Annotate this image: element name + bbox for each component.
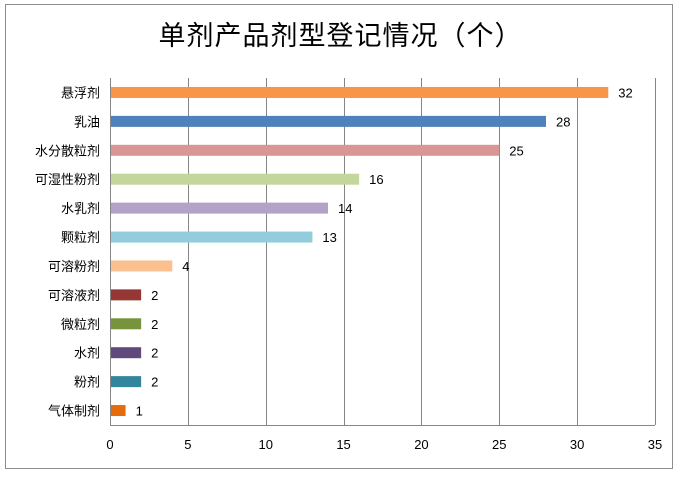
x-tick-label: 5	[184, 437, 191, 452]
bar	[111, 173, 360, 185]
data-label: 2	[151, 375, 158, 390]
bar	[111, 318, 142, 330]
x-tick-label: 10	[258, 437, 272, 452]
bar	[111, 144, 500, 156]
bar	[111, 376, 142, 388]
bar	[111, 202, 328, 214]
category-label: 可溶粉剂	[48, 260, 100, 275]
data-label: 14	[338, 201, 352, 216]
data-label: 2	[151, 317, 158, 332]
x-tick-label: 30	[570, 437, 584, 452]
category-label: 可溶液剂	[48, 289, 100, 304]
category-label: 悬浮剂	[61, 86, 100, 101]
bar	[111, 231, 313, 243]
data-label: 25	[509, 143, 523, 158]
category-label: 颗粒剂	[61, 231, 100, 246]
category-label: 水乳剂	[61, 202, 100, 217]
category-label: 可湿性粉剂	[35, 173, 100, 188]
bar	[111, 86, 609, 98]
data-label: 13	[322, 230, 336, 245]
data-label: 2	[151, 346, 158, 361]
category-label: 乳油	[74, 115, 100, 130]
bar	[111, 289, 142, 301]
category-label: 气体制剂	[48, 404, 100, 420]
x-tick-label: 20	[414, 437, 428, 452]
x-tick-label: 25	[492, 437, 506, 452]
bar	[111, 347, 142, 359]
data-label: 32	[618, 85, 632, 100]
x-tick-label: 0	[106, 437, 113, 452]
category-label: 粉剂	[74, 376, 100, 391]
x-tick-label: 35	[648, 437, 662, 452]
chart-title: 单剂产品剂型登记情况（个）	[158, 21, 523, 52]
bar	[111, 115, 546, 127]
data-label: 1	[136, 404, 143, 419]
x-tick-label: 15	[336, 437, 350, 452]
data-label: 2	[151, 288, 158, 303]
bar	[111, 405, 126, 417]
data-label: 4	[182, 259, 189, 274]
category-label: 水分散粒剂	[35, 144, 100, 159]
data-label: 28	[556, 114, 570, 129]
category-label: 微粒剂	[61, 318, 100, 333]
data-label: 16	[369, 172, 383, 187]
category-label: 水剂	[74, 347, 100, 362]
bar	[111, 260, 173, 272]
